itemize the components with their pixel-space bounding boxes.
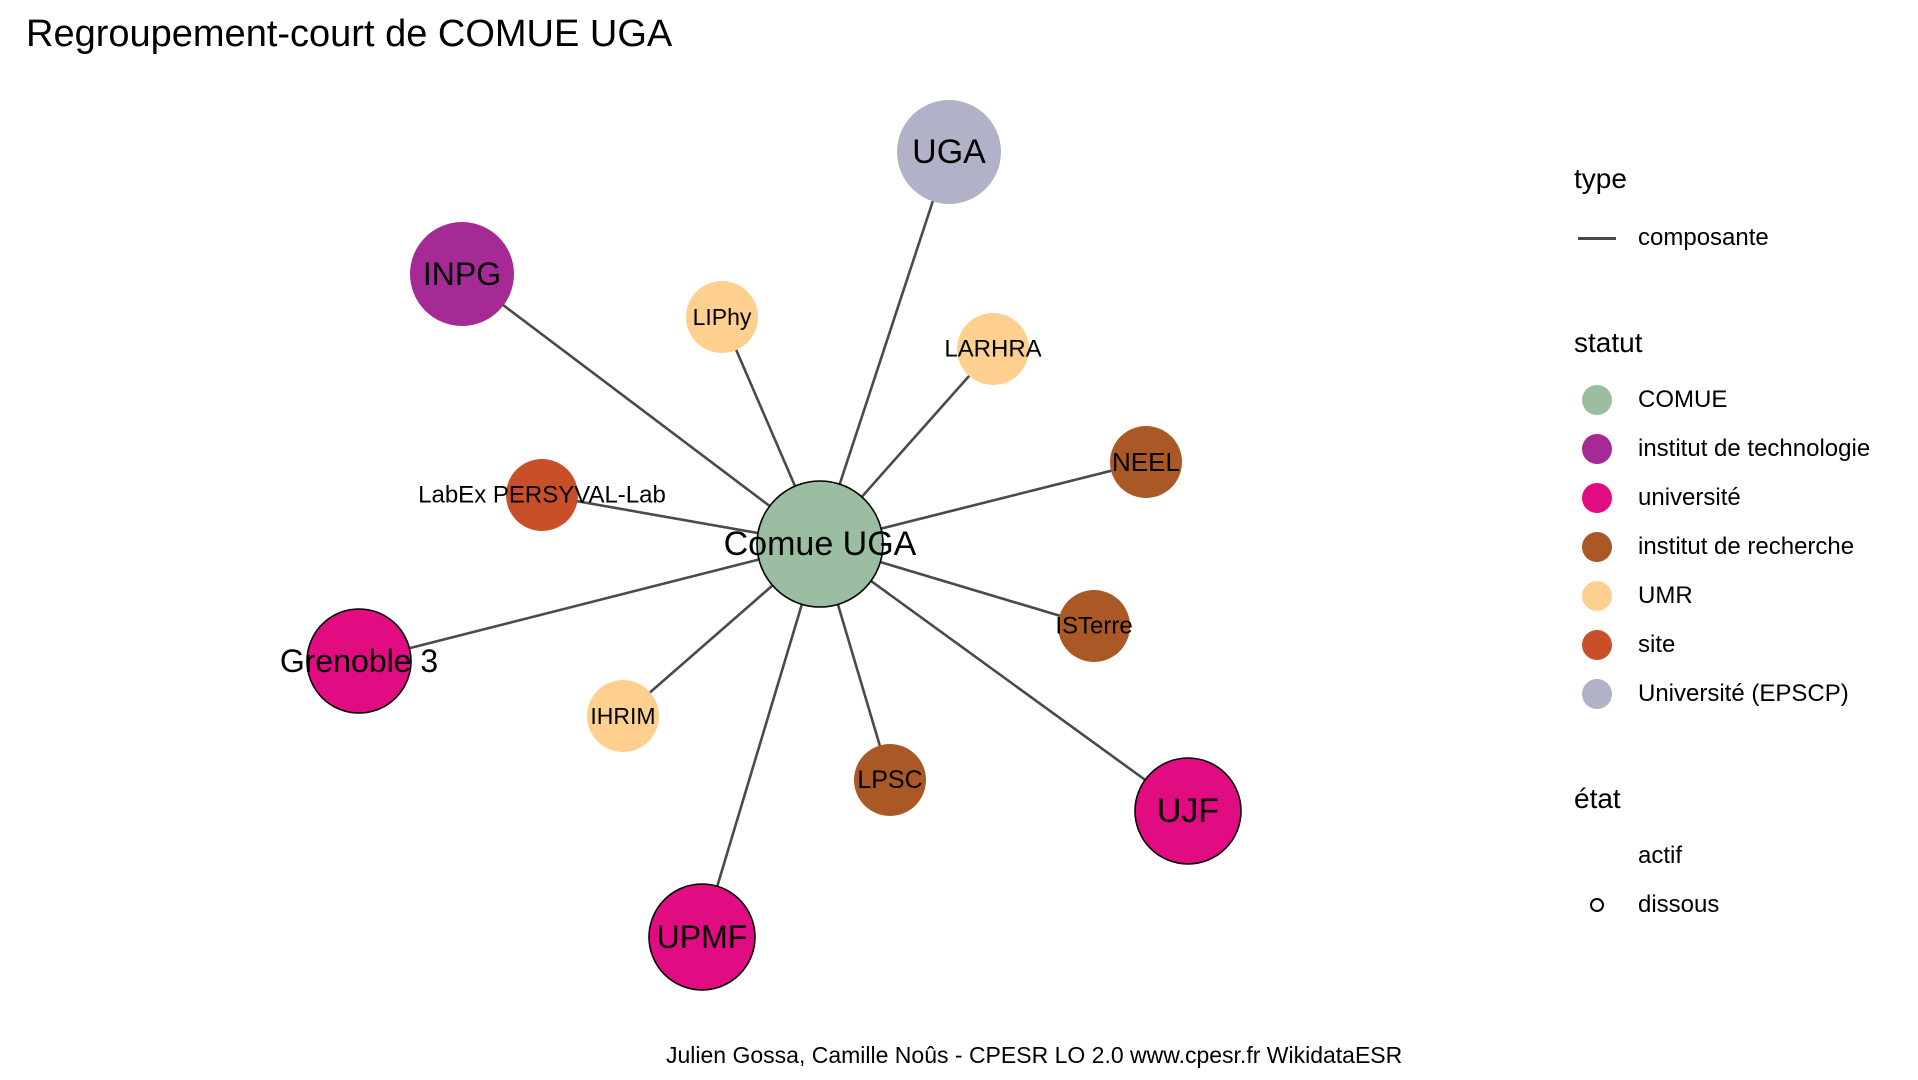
node-liphy [686,281,758,353]
node-persyval [506,459,578,531]
node-label-persyval: LabEx PERSYVAL-Lab [418,482,666,509]
node-label-liphy: LIPhy [693,304,752,330]
legend-label: dissous [1638,891,1720,918]
caption: Julien Gossa, Camille Noûs - CPESR LO 2.… [666,1042,1403,1068]
node-lpsc [854,744,926,816]
node-larhra [957,313,1029,385]
node-upmf [648,883,756,991]
legend-swatch [1582,385,1612,415]
legend-item-dissous: dissous [1574,885,1914,925]
edge-uga [818,151,951,545]
legend-item-umr: UMR [1574,576,1914,616]
node-label-comue: Comue UGA [724,525,917,563]
legend: type composante statut COMUE institut de… [1574,0,1914,1080]
node-ihrim [587,680,659,752]
legend-label: composante [1638,224,1769,251]
legend-etat-title: état [1574,783,1621,814]
node-label-lpsc: LPSC [857,766,922,794]
node-label-uga: UGA [912,133,986,171]
legend-item-actif: actif [1574,836,1914,876]
legend-label: institut de technologie [1638,435,1871,462]
legend-label: site [1638,631,1676,658]
legend-statut-title: statut [1574,327,1643,358]
node-label-upmf: UPMF [657,919,748,955]
legend-swatch [1582,630,1612,660]
edge-inpg [461,272,821,546]
node-uga [897,100,1001,204]
node-label-grenoble3: Grenoble 3 [280,643,438,679]
legend-item-institut-de-technologie: institut de technologie [1574,429,1914,469]
legend-type-title: type [1574,163,1627,194]
node-label-ujf: UJF [1157,792,1219,830]
legend-item-composante: composante [1574,218,1914,258]
legend-item-universite-epscp: Université (EPSCP) [1574,674,1914,714]
node-label-larhra: LARHRA [944,336,1041,363]
node-isterre [1058,590,1130,662]
legend-label: COMUE [1638,386,1728,413]
chart-title: Regroupement-court de COMUE UGA [26,13,673,55]
legend-label: université [1638,484,1741,511]
labels-layer: UGA INPG LIPhy LARHRA NEEL LabEx PERSYVAL-Lab… [280,133,1219,955]
node-inpg [410,222,514,326]
node-label-isterre: ISTerre [1055,613,1132,640]
node-grenoble3 [306,608,412,714]
edge-grenoble3 [358,542,821,663]
legend-swatch [1582,483,1612,513]
node-neel [1110,426,1182,498]
legend-item-institut-de-recherche: institut de recherche [1574,527,1914,567]
node-label-ihrim: IHRIM [590,703,655,729]
node-label-inpg: INPG [423,256,501,292]
legend-swatch [1582,581,1612,611]
legend-item-universite: université [1574,478,1914,518]
legend-swatch [1582,532,1612,562]
legend-label: UMR [1638,582,1693,609]
legend-label: Université (EPSCP) [1638,680,1849,707]
legend-blank-key [1574,836,1620,876]
edge-upmf [700,543,822,938]
legend-ring-key [1574,885,1620,925]
edge-ujf [819,542,1189,813]
node-comue [756,480,884,608]
legend-swatch [1582,434,1612,464]
legend-swatch [1582,679,1612,709]
nodes-layer [306,100,1242,991]
legend-item-comue: COMUE [1574,380,1914,420]
node-ujf [1134,757,1242,865]
legend-item-site: site [1574,625,1914,665]
legend-label: actif [1638,842,1683,869]
legend-label: institut de recherche [1638,533,1855,560]
legend-line-key [1574,218,1620,258]
node-label-neel: NEEL [1112,447,1180,477]
